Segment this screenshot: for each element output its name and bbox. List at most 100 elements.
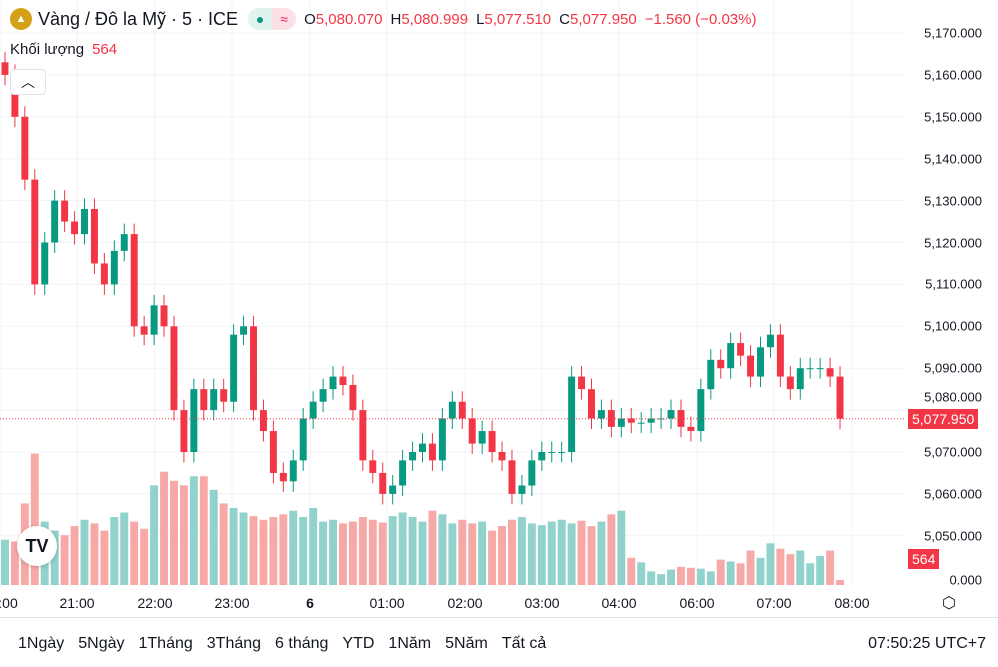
candle-body — [339, 376, 347, 385]
volume-bar — [806, 563, 815, 585]
volume-bar — [60, 535, 69, 585]
volume-bar — [418, 521, 427, 585]
volume-bar — [557, 519, 566, 585]
candle-body — [140, 326, 148, 335]
volume-bar — [796, 550, 805, 585]
volume-bar — [10, 541, 19, 585]
candle-body — [250, 326, 257, 411]
collapse-legend-button[interactable]: ︿ — [10, 69, 46, 95]
price-chart[interactable] — [0, 0, 998, 617]
candle-body — [230, 334, 238, 402]
candle-body — [657, 418, 665, 420]
time-tick: 22:00 — [137, 595, 173, 611]
volume-bar — [617, 510, 626, 585]
volume-bar — [458, 519, 467, 585]
volume-bar — [567, 523, 576, 585]
candle-body — [438, 418, 446, 461]
last-volume-tag: 564 — [908, 549, 940, 569]
volume-bar — [826, 550, 835, 585]
candle-body — [796, 368, 804, 390]
price-tick: 5,160.000 — [924, 67, 982, 83]
low-label: L — [476, 10, 485, 28]
range-button[interactable]: YTD — [342, 635, 375, 652]
tradingview-logo[interactable]: TV — [17, 526, 57, 566]
candle-body — [727, 343, 735, 369]
candle-body — [399, 460, 407, 486]
candle-body — [349, 384, 357, 411]
volume-bar — [657, 574, 666, 585]
candle-body — [210, 389, 218, 411]
candle-body — [597, 410, 605, 419]
candle-body — [379, 472, 387, 494]
settings-icon[interactable]: ⬡ — [942, 595, 956, 612]
volume-bar — [696, 568, 705, 585]
volume-bar — [498, 526, 506, 585]
time-tick: 06:00 — [679, 595, 715, 611]
candle-body — [81, 208, 88, 235]
range-selector: 1Ngày 5Ngày 1Tháng 3Tháng 6 tháng YTD 1Năm 5Năm… — [18, 635, 546, 653]
range-button[interactable]: 5Ngày — [78, 635, 125, 652]
price-tick: 5,070.000 — [924, 444, 982, 460]
candle-body — [757, 347, 764, 377]
volume-bar — [766, 543, 775, 585]
volume-bar — [537, 525, 546, 585]
symbol-title[interactable]: Vàng / Đô la Mỹ · 5 · ICE — [38, 8, 239, 29]
candle-body — [319, 389, 327, 402]
candle-body — [309, 401, 317, 419]
candle-body — [766, 334, 774, 348]
volume-bar — [170, 480, 178, 585]
volume-bar — [339, 523, 347, 585]
volume-bar — [80, 519, 89, 585]
volume-bar — [388, 516, 397, 585]
volume-bar — [448, 523, 457, 585]
volume-bar — [746, 550, 755, 585]
volume-bar — [836, 579, 844, 585]
volume-bar — [527, 523, 536, 585]
price-tick: 0.000 — [949, 572, 982, 588]
volume-bar — [786, 554, 795, 585]
candle-body — [816, 368, 824, 370]
volume-bar — [508, 519, 516, 585]
candle-body — [508, 460, 516, 494]
volume-bar — [319, 521, 328, 585]
status-pill[interactable]: ● ≈ — [248, 8, 297, 30]
chevron-up-icon: ︿ — [21, 74, 35, 90]
volume-bar — [816, 556, 825, 585]
range-button[interactable]: 3Tháng — [206, 635, 262, 652]
close-value: 5,077.950 — [569, 10, 637, 28]
range-button[interactable]: 5Năm — [445, 635, 488, 652]
range-button[interactable]: 1Ngày — [18, 635, 65, 652]
candle-body — [568, 376, 576, 452]
change-value: −1.560 (−0.03%) — [644, 10, 757, 28]
candle-body — [120, 234, 128, 251]
volume-bar — [468, 523, 477, 585]
volume-bar — [50, 530, 59, 585]
range-button[interactable]: 6 tháng — [275, 635, 329, 652]
range-button[interactable]: Tất cả — [501, 635, 547, 652]
clock[interactable]: 07:50:25 UTC+7 — [868, 635, 986, 652]
candle-body — [170, 326, 178, 411]
volume-bar — [30, 453, 39, 585]
price-tick: 5,140.000 — [924, 151, 982, 167]
price-tick: 5,060.000 — [924, 486, 982, 502]
time-tick: 08:00 — [834, 595, 870, 611]
candle-body — [448, 401, 456, 419]
time-tick: 6 — [306, 595, 314, 611]
volume-bar — [378, 522, 387, 585]
candle-body — [826, 368, 834, 377]
volume-bar — [607, 514, 616, 585]
candle-body — [1, 62, 9, 75]
price-tick: 5,170.000 — [924, 25, 982, 41]
candle-body — [518, 485, 526, 494]
volume-bar — [1, 539, 9, 585]
volume-bar — [90, 523, 99, 585]
candle-body — [220, 389, 228, 402]
volume-bar — [179, 485, 188, 585]
price-tick: 5,150.000 — [924, 109, 982, 125]
volume-bar — [428, 510, 437, 585]
candle-body — [786, 376, 794, 390]
range-button[interactable]: 1Năm — [388, 635, 432, 652]
range-button[interactable]: 1Tháng — [138, 635, 193, 652]
candle-body — [607, 410, 615, 427]
candle-body — [90, 208, 98, 264]
